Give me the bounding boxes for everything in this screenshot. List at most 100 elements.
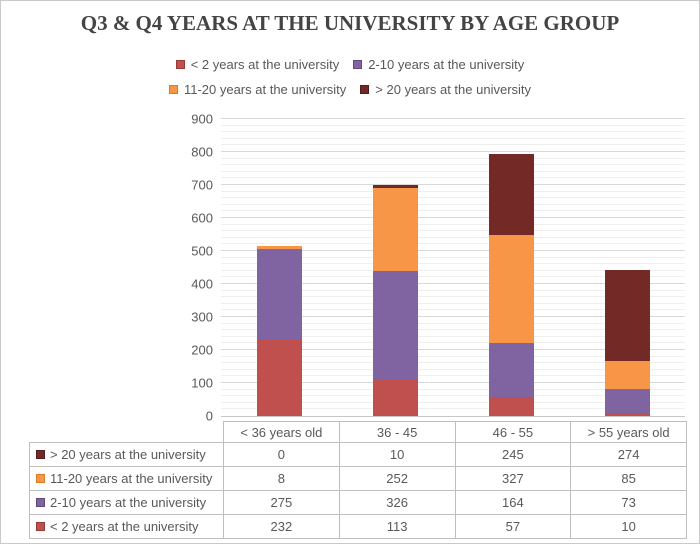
table-row: 11-20 years at the university 8 252 327 85 [29, 466, 687, 491]
legend-item-label: > 20 years at the university [375, 82, 532, 97]
table-value-cell: 275 [223, 490, 340, 515]
table-series-name: < 2 years at the university [50, 519, 199, 534]
table-category-header: 46 - 55 [454, 421, 572, 443]
table-value-cell: 57 [454, 514, 572, 539]
gridline-minor [221, 388, 685, 390]
bar-segment [604, 360, 650, 389]
y-axis-tick-label: 300 [191, 309, 213, 325]
table-series-label: 2-10 years at the university [29, 490, 224, 515]
table-value-cell: 73 [570, 490, 687, 515]
gridline-major [221, 250, 685, 251]
bar-segment [256, 246, 302, 249]
table-value-cell: 252 [338, 466, 456, 491]
gridline-minor [221, 263, 685, 265]
y-axis-tick-label: 800 [191, 144, 213, 160]
legend-key-swatch [353, 60, 363, 69]
gridline-minor [221, 230, 685, 232]
bar-segment [488, 343, 534, 398]
gridline-minor [221, 276, 685, 278]
y-axis-tick-label: 500 [191, 243, 213, 259]
gridline-minor [221, 342, 685, 344]
y-axis-tick-label: 100 [191, 375, 213, 391]
gridline-major [221, 118, 685, 119]
legend-item-label: 11-20 years at the university [183, 82, 347, 97]
bar-segment [604, 412, 650, 416]
gridline-major [221, 283, 685, 284]
table-series-label: > 20 years at the university [29, 442, 224, 467]
gridline-major [221, 151, 685, 152]
legend-row: 11-20 years at the university > 20 years … [168, 82, 531, 97]
bar-segment [372, 378, 418, 416]
table-series-label: 11-20 years at the university [29, 466, 224, 491]
table-series-name: 2-10 years at the university [50, 495, 207, 510]
gridline-minor [221, 164, 685, 166]
gridline-minor [221, 190, 685, 192]
bar-segment [372, 187, 418, 272]
legend-key-swatch [175, 60, 185, 69]
gridline-minor [221, 322, 685, 324]
table-value-cell: 0 [223, 442, 340, 467]
gridline-minor [221, 131, 685, 133]
gridline-minor [221, 329, 685, 331]
bar-segment [256, 339, 302, 416]
bar-segment [256, 248, 302, 340]
gridline-minor [221, 408, 685, 410]
gridline-minor [221, 302, 685, 304]
table-value-cell: 245 [454, 442, 572, 467]
table-row: < 2 years at the university 232 113 57 10 [29, 514, 687, 539]
gridline-minor [221, 401, 685, 403]
bar-segment [488, 397, 534, 416]
bar-stack [372, 184, 418, 416]
legend-key-swatch [360, 85, 370, 94]
gridline-minor [221, 170, 685, 172]
table-value-cell: 113 [338, 514, 456, 539]
table-value-cell: 274 [570, 442, 687, 467]
legend-key-swatch [36, 522, 45, 531]
bar-segment [604, 388, 650, 413]
chart-title: Q3 & Q4 YEARS AT THE UNIVERSITY BY AGE G… [80, 11, 620, 35]
table-value-cell: 327 [454, 466, 572, 491]
gridline-minor [221, 203, 685, 205]
gridline-major [221, 382, 685, 383]
table-series-name: > 20 years at the university [50, 447, 206, 462]
table-value-cell: 85 [570, 466, 687, 491]
table-row: 2-10 years at the university 275 326 164 73 [29, 490, 687, 515]
gridline-minor [221, 243, 685, 245]
table-category-header: > 55 years old [570, 421, 687, 443]
table-value-cell: 232 [223, 514, 340, 539]
table-series-name: 11-20 years at the university [50, 471, 213, 486]
table-value-cell: 10 [570, 514, 687, 539]
plot-area [221, 118, 685, 417]
table-blank-cell [29, 421, 224, 443]
gridline-minor [221, 197, 685, 199]
chart-legend: < 2 years at the university 2-10 years at… [1, 57, 699, 97]
gridline-minor [221, 137, 685, 139]
bar-segment [372, 271, 418, 379]
gridline-minor [221, 210, 685, 212]
gridline-minor [221, 223, 685, 225]
gridline-minor [221, 296, 685, 298]
legend-item: 11-20 years at the university [168, 82, 347, 97]
bar-segment [488, 235, 534, 344]
table-header-row: < 36 years old 36 - 45 46 - 55 > 55 years o… [29, 421, 687, 443]
y-axis-tick-label: 600 [191, 210, 213, 226]
bar-stack [256, 246, 302, 416]
y-axis-tick-label: 700 [191, 177, 213, 193]
table-value-cell: 10 [338, 442, 456, 467]
legend-key-swatch [36, 498, 45, 507]
bar-segment [604, 270, 650, 361]
bar-segment [372, 184, 418, 188]
legend-key-swatch [36, 474, 45, 483]
legend-item: > 20 years at the university [360, 82, 531, 97]
legend-item-label: < 2 years at the university [190, 57, 340, 72]
table-category-header: 36 - 45 [338, 421, 456, 443]
gridline-major [221, 349, 685, 350]
gridline-minor [221, 309, 685, 311]
gridline-minor [221, 355, 685, 357]
table-value-cell: 326 [338, 490, 456, 515]
gridline-minor [221, 269, 685, 271]
gridline-minor [221, 362, 685, 364]
gridline-minor [221, 375, 685, 377]
y-axis-tick-label: 900 [191, 111, 213, 127]
